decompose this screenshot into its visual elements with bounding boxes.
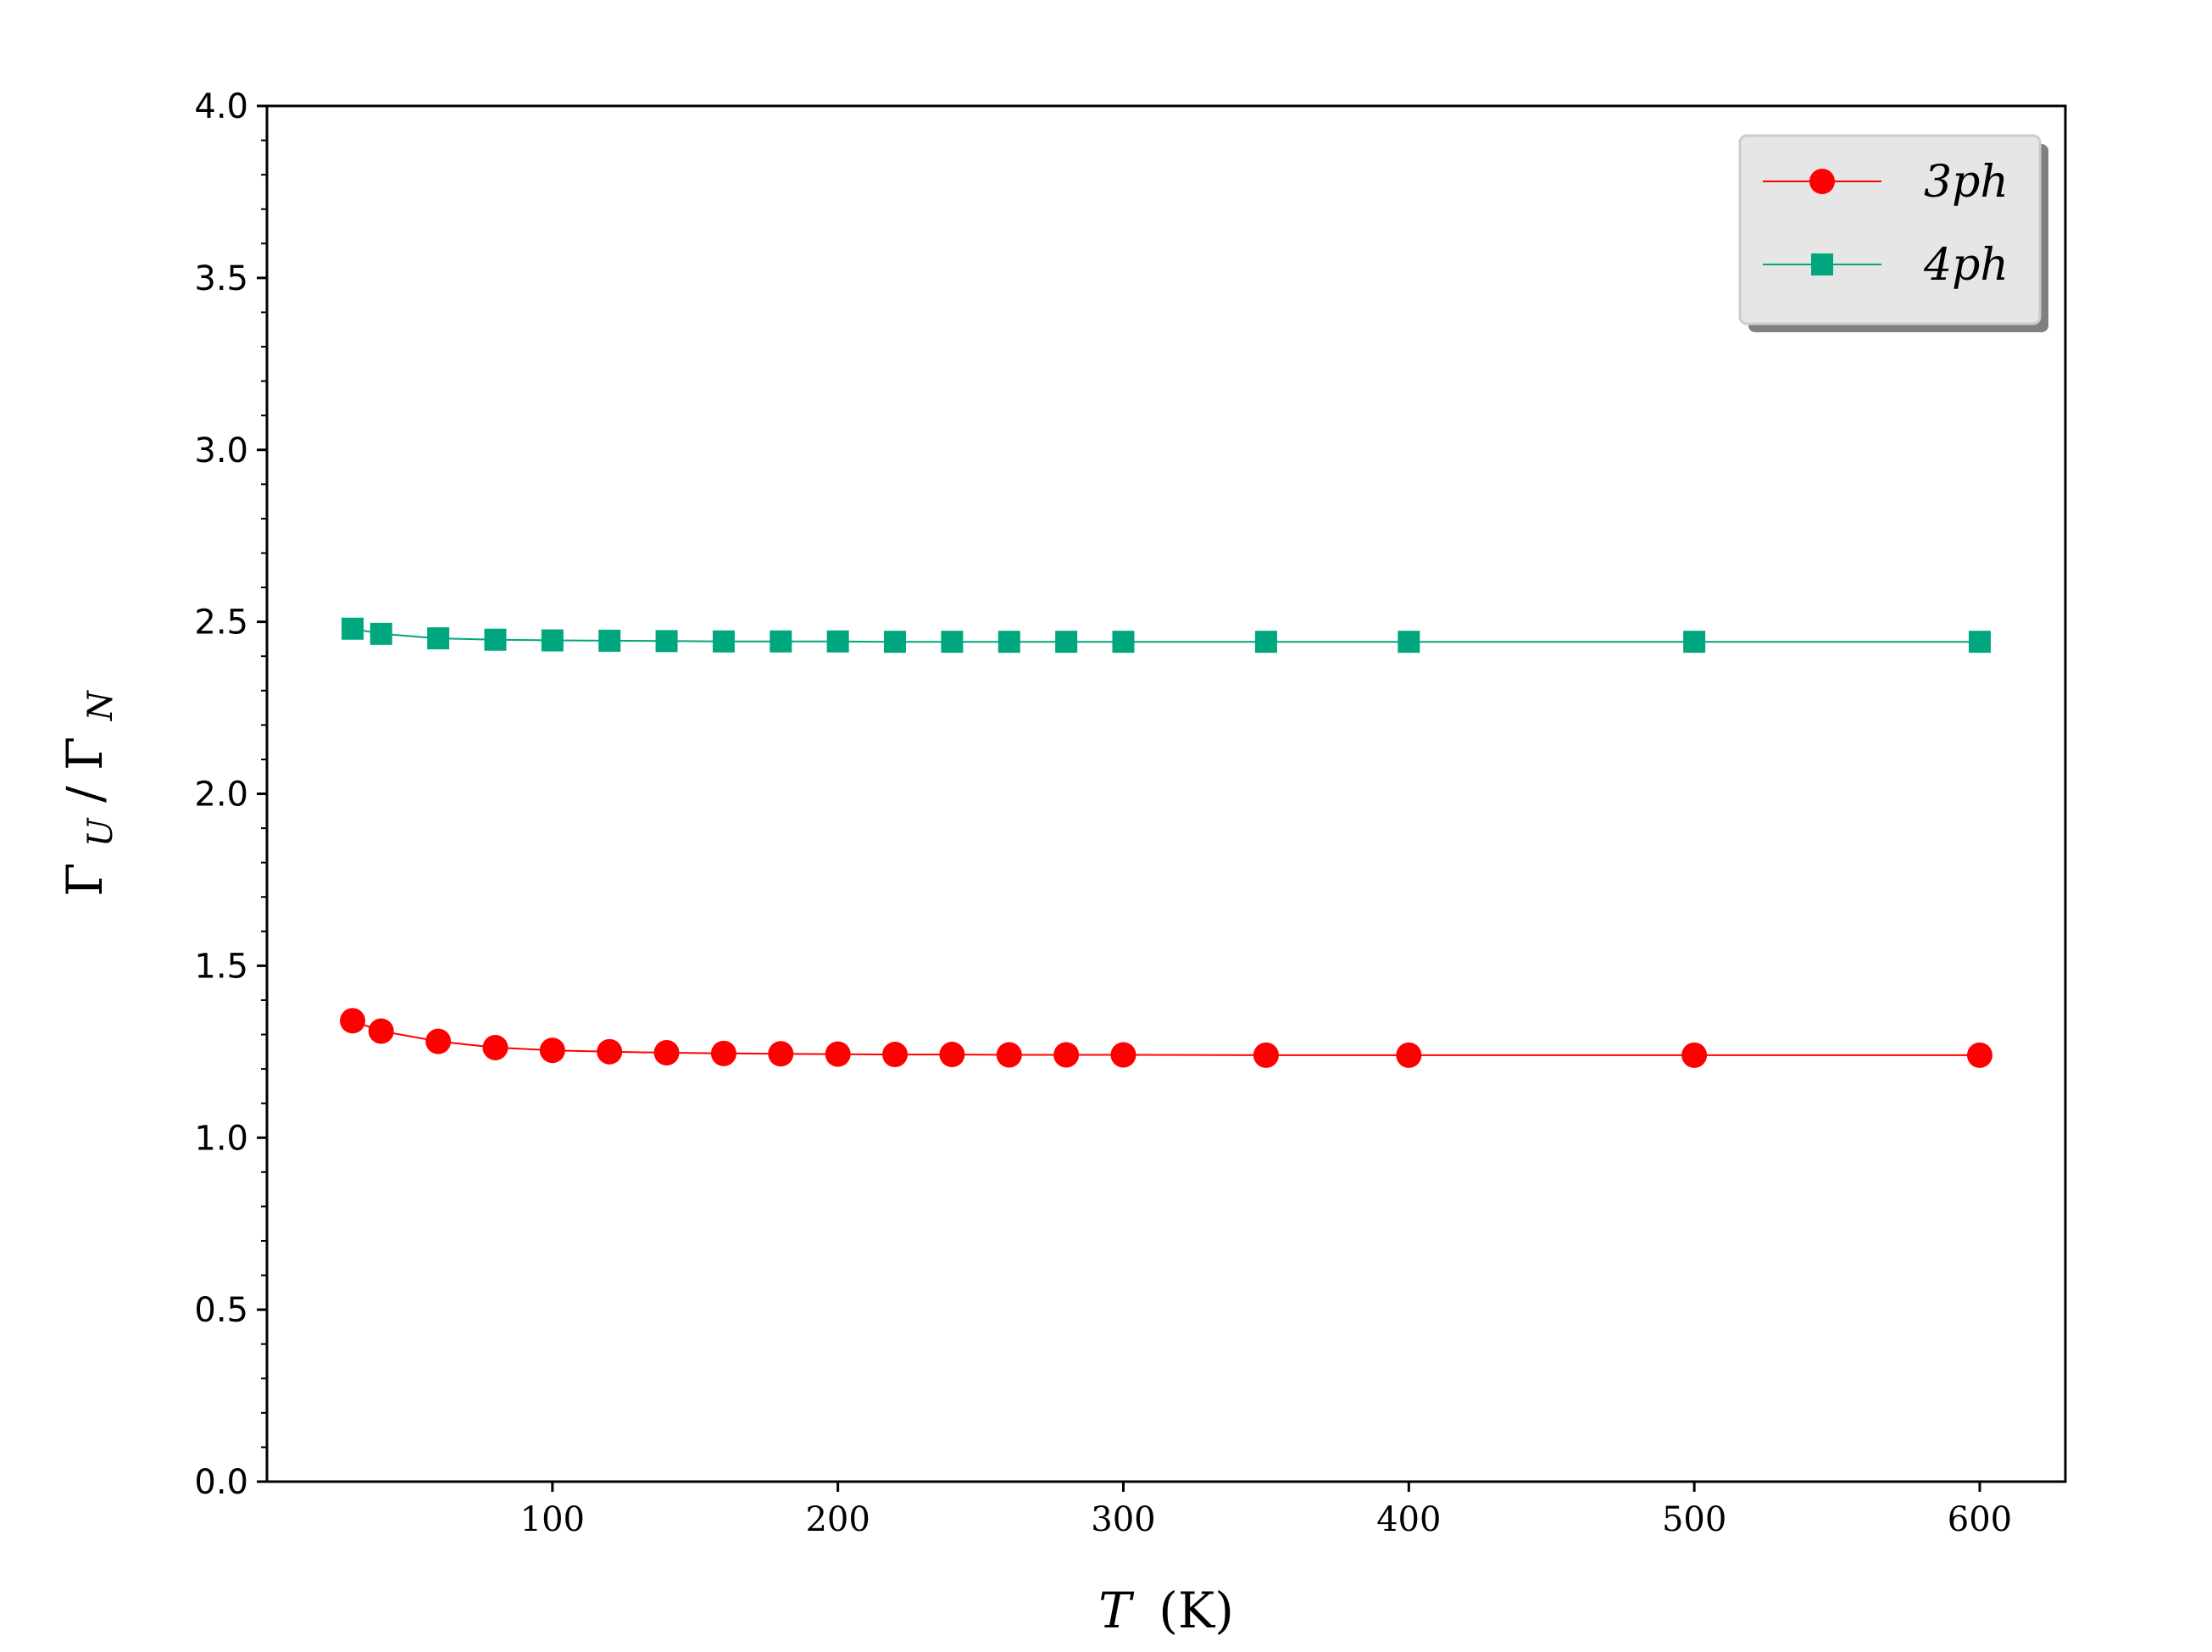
series-3ph-point	[653, 1040, 680, 1066]
series-layer	[340, 617, 1992, 1068]
series-4ph-point	[712, 630, 735, 653]
series-4ph-point	[1055, 631, 1078, 654]
series-3ph-point	[882, 1042, 909, 1068]
y-axis-label-gamma-n: Γ	[56, 737, 114, 770]
y-axis-label-slash: /	[56, 786, 114, 803]
y-tick-label: 4.0	[194, 87, 248, 126]
series-3ph-point	[768, 1041, 794, 1067]
series-4ph-point	[1254, 631, 1277, 654]
x-tick-label: 600	[1948, 1500, 2012, 1539]
y-tick-label: 0.0	[194, 1463, 248, 1502]
x-axis-label-unit: (K)	[1159, 1582, 1234, 1639]
legend-3ph-marker	[1809, 169, 1835, 194]
y-tick-label: 3.5	[194, 259, 248, 298]
series-3ph-point	[996, 1042, 1022, 1068]
series-3ph-point	[825, 1041, 851, 1067]
series-4ph-point	[598, 629, 621, 652]
y-tick-label: 1.0	[194, 1119, 248, 1158]
series-4ph-point	[1968, 631, 1991, 654]
series-3ph-point	[597, 1038, 623, 1065]
series-3ph-point	[425, 1028, 452, 1054]
legend: 3ph 4ph	[1738, 134, 2048, 332]
y-tick-label: 2.5	[194, 604, 248, 642]
series-3ph-point	[1253, 1042, 1279, 1068]
series-4ph-point	[655, 630, 678, 653]
y-axis-label-sub-n: N	[81, 689, 120, 721]
ticks-layer: 0.0 0.5 1.0 1.5 2.0 2.5 3.0 3.5 4.0 100 200 300 400 5…	[194, 87, 2012, 1539]
series-3ph-point	[710, 1040, 736, 1066]
series-4ph-point	[342, 617, 364, 640]
x-tick-label: 500	[1662, 1500, 1726, 1539]
series-3ph-point	[1396, 1042, 1422, 1068]
x-tick-label: 100	[520, 1500, 585, 1539]
series-3ph-point	[939, 1042, 965, 1068]
series-4ph-point	[941, 631, 964, 654]
y-tick-label: 1.5	[194, 947, 248, 986]
series-3ph-point	[1966, 1042, 1992, 1068]
series-4ph	[342, 617, 1991, 654]
x-axis-label: T (K)	[1098, 1582, 1234, 1639]
x-tick-label: 200	[805, 1500, 870, 1539]
series-4ph-point	[370, 622, 392, 645]
x-axis-label-var: T	[1098, 1582, 1135, 1639]
legend-4ph-label: 4ph	[1923, 240, 2009, 291]
series-3ph-point	[1110, 1042, 1137, 1068]
y-axis-label-sub-u: U	[81, 817, 120, 847]
series-4ph-point	[1683, 631, 1706, 654]
series-4ph-point	[770, 630, 792, 653]
series-3ph-point	[539, 1037, 565, 1064]
series-4ph-point	[427, 627, 450, 650]
series-4ph-point	[1398, 631, 1420, 654]
x-tick-label: 400	[1376, 1500, 1441, 1539]
series-4ph-point	[826, 630, 849, 653]
y-tick-label: 2.0	[194, 776, 248, 815]
legend-3ph-label: 3ph	[1924, 157, 2009, 208]
y-axis-label-gamma-u: Γ	[56, 863, 114, 897]
series-4ph-point	[541, 629, 564, 652]
series-4ph-point	[998, 631, 1020, 654]
series-4ph-point	[1112, 631, 1135, 654]
series-4ph-point	[484, 628, 507, 651]
series-3ph-point	[1681, 1042, 1708, 1068]
series-4ph-point	[884, 631, 907, 654]
y-tick-label: 3.0	[194, 431, 248, 470]
series-3ph-point	[368, 1018, 394, 1044]
series-3ph-point	[1053, 1042, 1080, 1068]
x-tick-label: 300	[1091, 1500, 1155, 1539]
y-axis-label: Γ U / Γ N	[56, 689, 124, 897]
series-3ph-point	[340, 1008, 366, 1034]
series-3ph-point	[482, 1034, 509, 1060]
series-3ph	[340, 1008, 1992, 1068]
y-tick-label: 0.5	[194, 1291, 248, 1330]
legend-4ph-marker	[1811, 253, 1833, 275]
